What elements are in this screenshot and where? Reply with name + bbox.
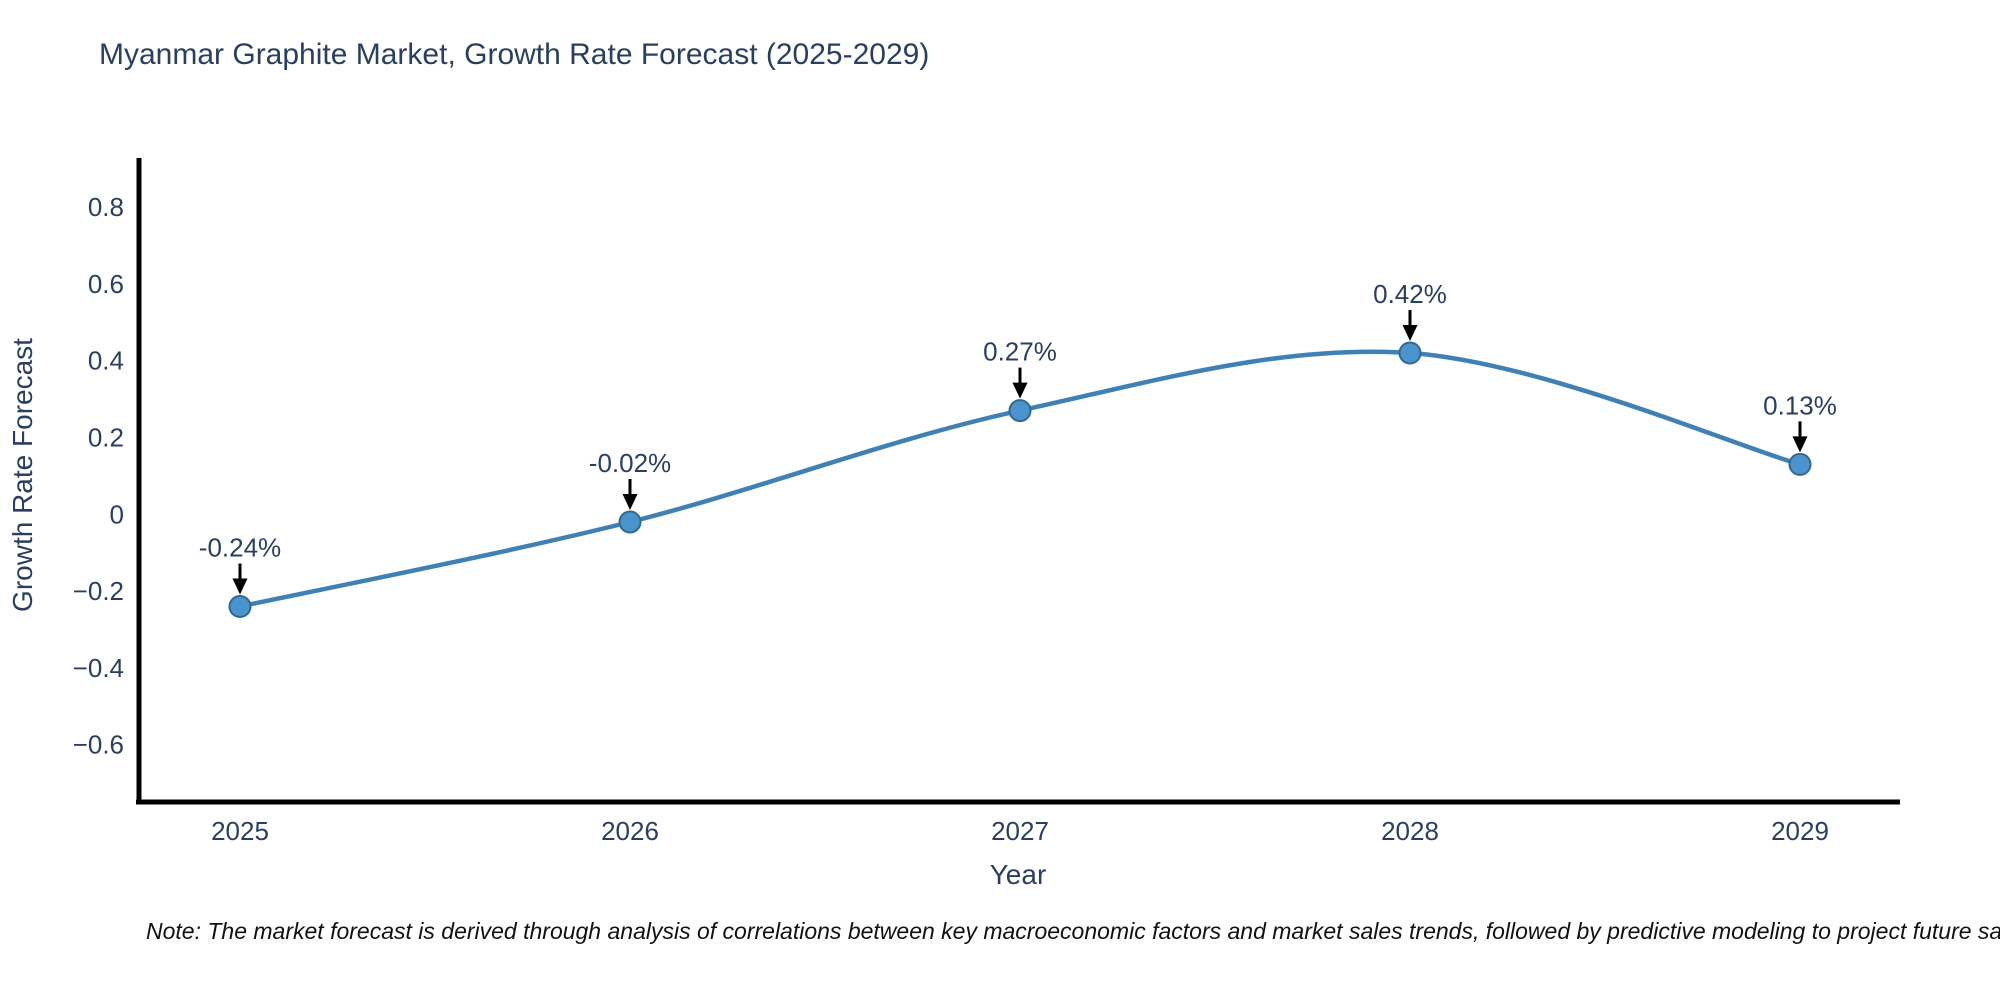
x-tick-label: 2028 — [1381, 816, 1439, 846]
y-tick-label: −0.2 — [73, 576, 124, 606]
annotation-value-label: 0.42% — [1373, 279, 1447, 309]
data-point-marker — [618, 510, 642, 534]
y-tick-label: −0.6 — [73, 730, 124, 760]
data-point-marker — [1398, 341, 1422, 365]
annotation-arrowhead-icon — [1012, 382, 1028, 399]
y-tick-label: 0.4 — [88, 346, 124, 376]
x-tick-label: 2026 — [601, 816, 659, 846]
forecast-line-series — [228, 341, 1812, 618]
x-axis-title: Year — [990, 859, 1047, 890]
annotation-value-label: -0.24% — [199, 533, 281, 563]
annotation-value-label: 0.13% — [1763, 390, 1837, 420]
annotation-arrowhead-icon — [1402, 325, 1418, 341]
annotation-value-label: -0.02% — [589, 448, 671, 478]
data-point-marker — [228, 595, 252, 618]
x-tick-label: 2029 — [1771, 816, 1829, 846]
y-axis-title: Growth Rate Forecast — [7, 338, 38, 612]
data-point-marker — [1008, 399, 1032, 423]
data-point-marker — [1788, 452, 1812, 476]
point-annotations: -0.24% -0.02% 0.27% 0.42% 0.13% — [199, 279, 1837, 595]
chart-title: Myanmar Graphite Market, Growth Rate For… — [99, 38, 929, 71]
x-tick-label: 2027 — [991, 816, 1049, 846]
y-tick-label: −0.4 — [73, 653, 124, 683]
y-tick-label: 0.8 — [88, 192, 124, 222]
x-axis-tick-labels: 2025 2026 2027 2028 2029 — [211, 816, 1829, 846]
annotation-arrowhead-icon — [1792, 436, 1808, 453]
y-axis-tick-labels: 0.8 0.6 0.4 0.2 0 −0.2 −0.4 −0.6 — [73, 192, 124, 760]
annotation-value-label: 0.27% — [983, 337, 1057, 367]
annotation-arrowhead-icon — [622, 494, 638, 510]
footnote: Note: The market forecast is derived thr… — [146, 918, 2000, 944]
x-tick-label: 2025 — [211, 816, 269, 846]
y-tick-label: 0.6 — [88, 269, 124, 299]
y-tick-label: 0.2 — [88, 423, 124, 453]
annotation-arrowhead-icon — [232, 578, 248, 595]
y-tick-label: 0 — [110, 499, 124, 529]
